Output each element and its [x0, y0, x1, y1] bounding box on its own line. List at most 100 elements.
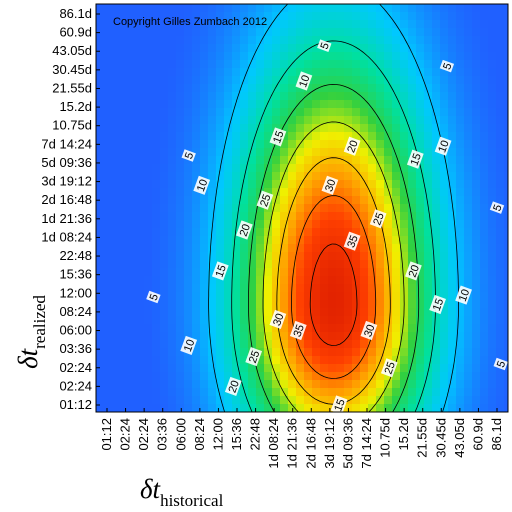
x-tick-label: 10.75d [378, 418, 393, 458]
y-tick-label: 15.2d [59, 99, 92, 114]
contour-label: 10 [434, 136, 452, 156]
x-tick-label: 7d 14:24 [359, 418, 374, 469]
contour-label: 25 [245, 347, 262, 367]
contour-label: 5 [493, 357, 508, 371]
x-tick-label: 15.2d [396, 418, 411, 451]
contour-label: 25 [256, 190, 274, 210]
x-tick-label: 15:36 [229, 418, 244, 451]
contour-label-text: 25 [258, 193, 273, 209]
y-tick-label: 1d 08:24 [41, 229, 92, 244]
contour-label-text: 15 [409, 152, 424, 168]
x-tick-label: 08:24 [192, 418, 207, 451]
y-tick-label: 06:00 [59, 323, 92, 338]
x-tick-label: 5d 09:36 [340, 418, 355, 469]
x-axis-title: δthistorical [140, 474, 224, 510]
x-tick-label: 06:00 [173, 418, 188, 451]
x-axis-subscript: historical [160, 491, 224, 510]
y-tick-label: 5d 09:36 [41, 155, 92, 170]
contour-label-text: 25 [383, 360, 398, 376]
contour-label-text: 10 [297, 74, 312, 90]
contour-label-text: 20 [407, 263, 422, 279]
contour-label-text: 5 [495, 359, 508, 369]
contour-line-35 [309, 243, 358, 346]
y-tick-label: 2d 16:48 [41, 192, 92, 207]
contour-label: 15 [330, 395, 348, 415]
heatmap-surface [96, 4, 508, 412]
x-tick-label: 1d 08:24 [266, 418, 281, 469]
contour-label-text: 5 [148, 292, 161, 302]
contour-label-text: 20 [227, 379, 242, 395]
contour-label: 20 [405, 261, 422, 281]
x-tick-label: 01:12 [99, 418, 114, 451]
plot-frame [95, 3, 509, 413]
contour-label: 30 [360, 320, 378, 341]
x-tick-label: 03:36 [155, 418, 170, 451]
contour-line-25 [276, 157, 391, 405]
contour-label: 15 [211, 261, 229, 281]
contour-label-text: 5 [319, 41, 332, 51]
contour-label: 15 [406, 149, 424, 169]
contour-label: 35 [343, 231, 361, 251]
y-tick-label: 22:48 [59, 248, 92, 263]
x-tick-label: 02:24 [118, 418, 133, 451]
x-tick-label: 30.45d [433, 418, 448, 458]
contour-label-text: 20 [238, 223, 253, 239]
y-tick-label: 60.9d [59, 25, 92, 40]
y-tick-label: 1d 21:36 [41, 211, 92, 226]
contour-line-5 [208, 4, 459, 412]
contour-label: 20 [236, 220, 253, 240]
y-tick-label: 86.1d [59, 6, 92, 21]
contour-label: 20 [343, 136, 361, 156]
contour-label: 15 [269, 127, 287, 147]
y-axis-subscript: realized [30, 295, 49, 349]
contour-lines [208, 4, 459, 412]
contour-label-text: 15 [332, 398, 347, 414]
contour-label: 25 [369, 209, 387, 229]
contour-label-text: 30 [271, 312, 286, 328]
contour-label-text: 10 [195, 178, 210, 194]
svg-text:δtrealized: δtrealized [13, 295, 49, 369]
contour-label: 10 [455, 285, 472, 305]
contour-label: 20 [224, 376, 242, 396]
x-tick-label: 2d 16:48 [303, 418, 318, 469]
x-tick-label: 86.1d [489, 418, 504, 451]
x-tick-label: 21.55d [415, 418, 430, 458]
y-tick-label: 12:00 [59, 285, 92, 300]
contour-label-text: 10 [436, 139, 451, 155]
x-tick-label: 12:00 [210, 418, 225, 451]
contour-label-text: 5 [441, 62, 454, 72]
contour-label: 25 [380, 358, 398, 378]
svg-text:δthistorical: δthistorical [140, 474, 224, 510]
contour-label-text: 35 [292, 323, 307, 339]
contour-label: 5 [181, 149, 196, 162]
y-tick-label: 30.45d [52, 62, 92, 77]
y-tick-label: 08:24 [59, 304, 92, 319]
contour-labels: 5 5 5 5 5 5 10 10 10 10 10 15 15 15 15 15 20 20 20 20 25 25 25… [146, 39, 508, 415]
contour-label-text: 35 [345, 234, 360, 250]
y-tick-label: 3d 19:12 [41, 174, 92, 189]
x-tick-label: 3d 19:12 [322, 418, 337, 469]
contour-label-text: 30 [362, 323, 377, 339]
contour-label-text: 25 [247, 349, 262, 365]
contour-label-text: 10 [457, 288, 472, 304]
contour-label: 5 [146, 290, 161, 304]
contour-label: 5 [489, 201, 505, 214]
y-tick-label: 43.05d [52, 43, 92, 58]
contour-label-text: 25 [371, 211, 386, 227]
y-tick-label: 02:24 [59, 360, 92, 375]
y-axis-title: δtrealized [13, 295, 49, 369]
contour-label: 10 [180, 335, 197, 355]
x-tick-label: 22:48 [248, 418, 263, 451]
contour-label-text: 15 [214, 263, 229, 279]
contour-label: 10 [295, 71, 313, 91]
contour-line-20 [262, 121, 405, 412]
contour-label: 5 [439, 59, 455, 73]
y-tick-label: 10.75d [52, 118, 92, 133]
y-axis-ticks: 86.1d 60.9d 43.05d 30.45d 21.55d 15.2d 10.75d 7… [41, 6, 100, 412]
contour-label-text: 5 [183, 151, 196, 161]
contour-label-text: 5 [491, 203, 504, 213]
y-tick-label: 02:24 [59, 378, 92, 393]
x-tick-label: 1d 21:36 [285, 418, 300, 469]
x-tick-label: 60.9d [470, 418, 485, 451]
y-tick-label: 01:12 [59, 397, 92, 412]
